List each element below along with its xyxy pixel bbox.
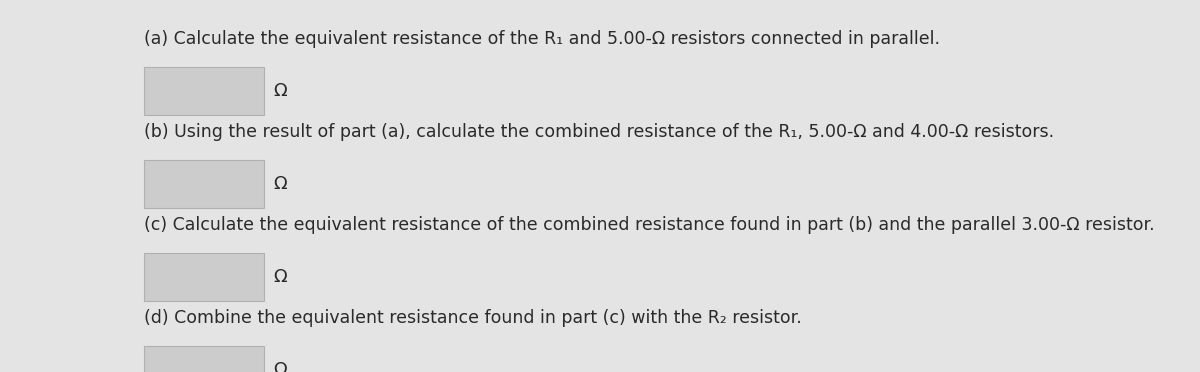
Text: Ω: Ω <box>274 361 287 372</box>
Text: (b) Using the result of part (a), calculate the combined resistance of the R₁, 5: (b) Using the result of part (a), calcul… <box>144 123 1054 141</box>
FancyBboxPatch shape <box>144 67 264 115</box>
FancyBboxPatch shape <box>144 346 264 372</box>
Text: Ω: Ω <box>274 175 287 193</box>
Text: (a) Calculate the equivalent resistance of the R₁ and 5.00-Ω resistors connected: (a) Calculate the equivalent resistance … <box>144 30 940 48</box>
Text: (d) Combine the equivalent resistance found in part (c) with the R₂ resistor.: (d) Combine the equivalent resistance fo… <box>144 309 802 327</box>
Text: (c) Calculate the equivalent resistance of the combined resistance found in part: (c) Calculate the equivalent resistance … <box>144 216 1154 234</box>
Text: Ω: Ω <box>274 82 287 100</box>
FancyBboxPatch shape <box>144 253 264 301</box>
Text: Ω: Ω <box>274 268 287 286</box>
FancyBboxPatch shape <box>144 160 264 208</box>
